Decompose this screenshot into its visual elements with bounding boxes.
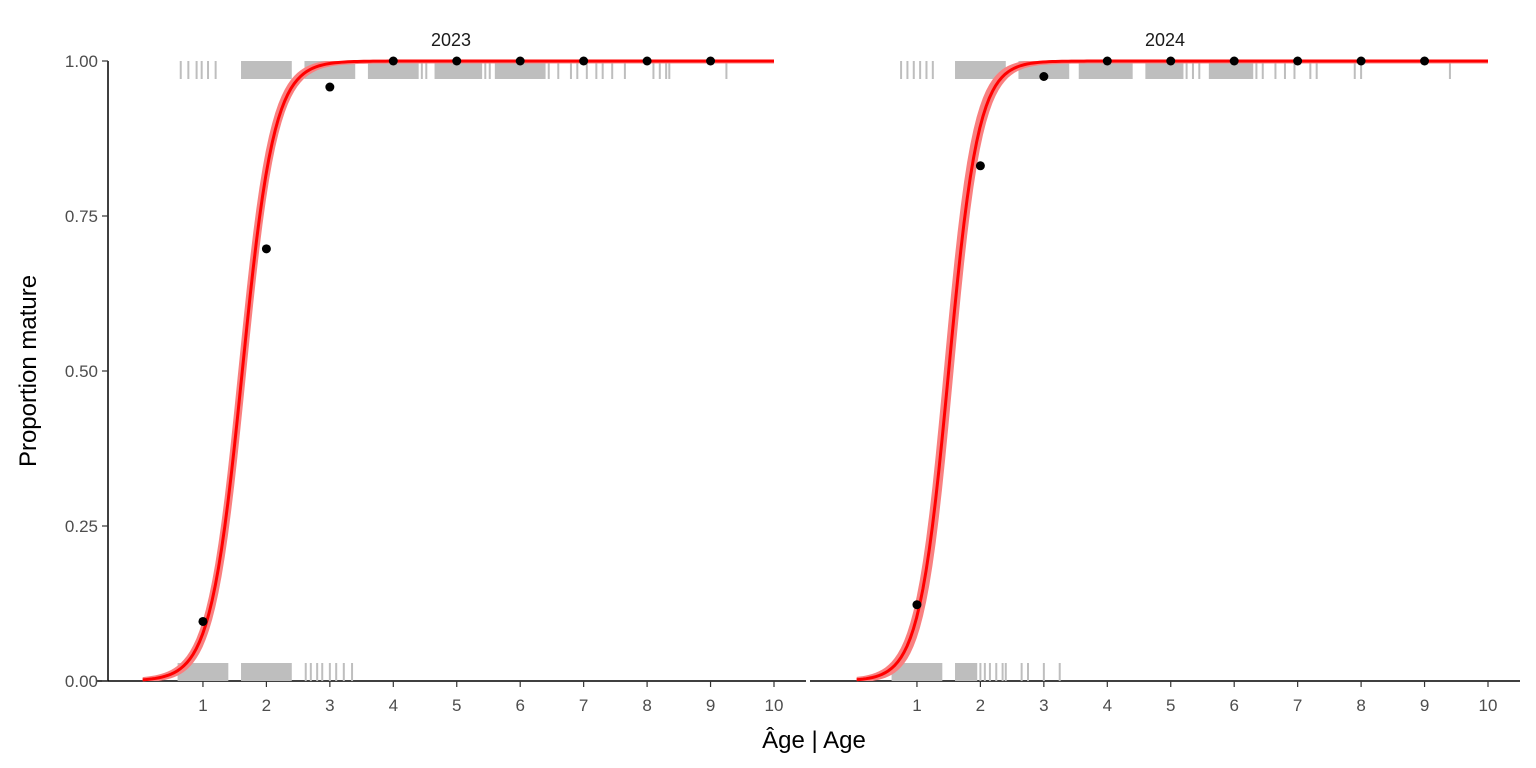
observed-point [975,161,985,171]
rug-bottom-block [177,663,229,681]
observed-point [1293,56,1303,66]
rug-top-block [955,61,1006,79]
x-tick-label: 9 [706,696,715,715]
y-tick-label: 0.00 [65,672,98,691]
observed-point [1356,56,1366,66]
rug-bottom-block [891,663,943,681]
x-axis-title: Âge | Age [762,727,866,754]
y-tick-label: 1.00 [65,52,98,71]
y-tick-label: 0.50 [65,362,98,381]
rug-bottom-block [955,663,978,681]
observed-point [1420,56,1430,66]
observed-point [515,56,525,66]
observed-point [325,82,335,92]
x-tick-label: 1 [912,696,921,715]
x-tick-label: 8 [1356,696,1365,715]
y-axis-title: Proportion mature [15,275,42,467]
y-tick-label: 0.25 [65,517,98,536]
observed-point [1166,56,1176,66]
panels-layer: 2023 0.00 0.25 0.50 0.75 1.00 1 2 3 4 5 6 7 8 9 10 2024 1… [65,30,1520,715]
x-tick-label: 7 [1293,696,1302,715]
x-tick-label: 9 [1420,696,1429,715]
confidence-band [856,61,1488,681]
panel-2024: 2024 1 2 3 4 5 6 7 8 9 10 [810,30,1520,715]
panel-title: 2024 [1145,30,1185,50]
panel-2023: 2023 0.00 0.25 0.50 0.75 1.00 1 2 3 4 5 6 7 8 9 10 [65,30,806,715]
rug-top-block [241,61,292,79]
rug-top-block [1145,61,1184,79]
x-tick-label: 2 [976,696,985,715]
x-tick-label: 4 [389,696,398,715]
x-tick-label: 10 [765,696,784,715]
x-tick-label: 6 [515,696,524,715]
observed-point [579,56,589,66]
observed-point [1229,56,1239,66]
y-tick-label: 0.75 [65,207,98,226]
rug-top-block [1078,61,1133,79]
rug-top-block [367,61,419,79]
x-tick-label: 3 [1039,696,1048,715]
x-tick-label: 5 [1166,696,1175,715]
observed-point [706,56,716,66]
rug-top-block [1208,61,1254,79]
x-tick-label: 4 [1103,696,1112,715]
rug-bottom-block [241,663,292,681]
x-tick-label: 2 [262,696,271,715]
observed-point [452,56,462,66]
observed-point [261,244,271,254]
x-tick-label: 6 [1229,696,1238,715]
observed-point [912,600,922,610]
x-tick-label: 3 [325,696,334,715]
x-tick-label: 5 [452,696,461,715]
observed-point [198,616,208,626]
observed-point [388,56,398,66]
panel-title: 2023 [431,30,471,50]
observed-point [1039,72,1049,81]
observed-point [642,56,652,66]
x-tick-label: 1 [198,696,207,715]
x-tick-label: 7 [579,696,588,715]
rug-top-block [434,61,483,79]
x-tick-label: 8 [642,696,651,715]
x-tick-label: 10 [1479,696,1498,715]
observed-point [1102,56,1112,66]
